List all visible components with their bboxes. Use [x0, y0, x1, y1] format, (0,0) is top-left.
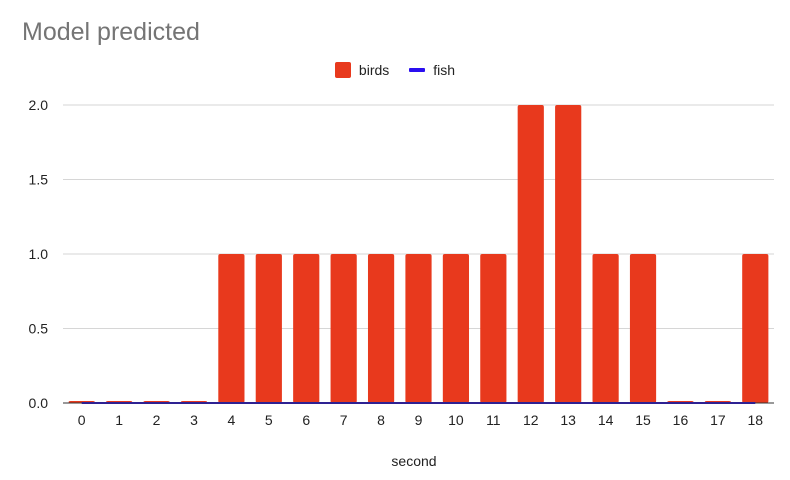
x-tick-label: 13 — [560, 412, 576, 428]
x-tick-label: 8 — [377, 412, 385, 428]
legend-label-birds: birds — [358, 62, 390, 78]
x-tick-label: 15 — [635, 412, 651, 428]
legend-item-birds[interactable]: birds — [334, 62, 390, 78]
legend: birds fish — [0, 62, 790, 78]
legend-item-fish[interactable]: fish — [409, 62, 455, 78]
x-tick-label: 10 — [448, 412, 464, 428]
x-tick-label: 16 — [673, 412, 689, 428]
legend-label-fish: fish — [433, 62, 456, 78]
bar-birds — [742, 254, 769, 403]
chart-title: Model predicted — [22, 18, 200, 46]
y-tick-label: 0.5 — [29, 321, 49, 337]
y-tick-label: 0.0 — [29, 395, 49, 411]
bar-birds — [629, 254, 657, 403]
x-tick-label: 6 — [302, 412, 310, 428]
x-tick-label: 7 — [340, 412, 348, 428]
bar-birds — [330, 254, 357, 403]
bar-birds — [480, 254, 507, 403]
x-tick-label: 11 — [486, 412, 501, 428]
x-axis: 0 1 2 3 4 5 6 7 8 9 10 11 12 13 14 15 16 17 18 — [63, 402, 774, 428]
legend-swatch-fish — [409, 68, 426, 72]
x-tick-label: 18 — [748, 412, 764, 428]
bar-birds — [442, 254, 470, 403]
x-axis-label: second — [391, 453, 436, 469]
bar-birds — [555, 105, 582, 403]
bar-birds — [218, 254, 245, 403]
x-tick-label: 17 — [710, 412, 726, 428]
x-tick-label: 3 — [190, 412, 198, 428]
x-tick-label: 9 — [415, 412, 423, 428]
x-tick-label: 0 — [78, 412, 86, 428]
y-tick-label: 2.0 — [29, 97, 49, 113]
x-tick-label: 5 — [265, 412, 273, 428]
y-tick-label: 1.0 — [29, 246, 49, 262]
x-tick-label: 1 — [115, 412, 123, 428]
x-tick-label: 2 — [153, 412, 161, 428]
bar-birds — [367, 254, 395, 403]
legend-swatch-birds — [334, 62, 351, 78]
bar-birds — [592, 254, 619, 403]
y-axis: 0.0 0.5 1.0 1.5 2.0 — [29, 97, 49, 411]
bar-birds — [255, 254, 282, 403]
x-tick-label: 14 — [598, 412, 614, 428]
bar-birds — [517, 105, 544, 403]
x-tick-label: 4 — [227, 412, 235, 428]
birds-bars — [68, 105, 769, 403]
x-tick-label: 12 — [523, 412, 539, 428]
bar-birds — [405, 254, 432, 403]
bar-birds — [293, 254, 320, 403]
y-tick-label: 1.5 — [29, 172, 49, 188]
